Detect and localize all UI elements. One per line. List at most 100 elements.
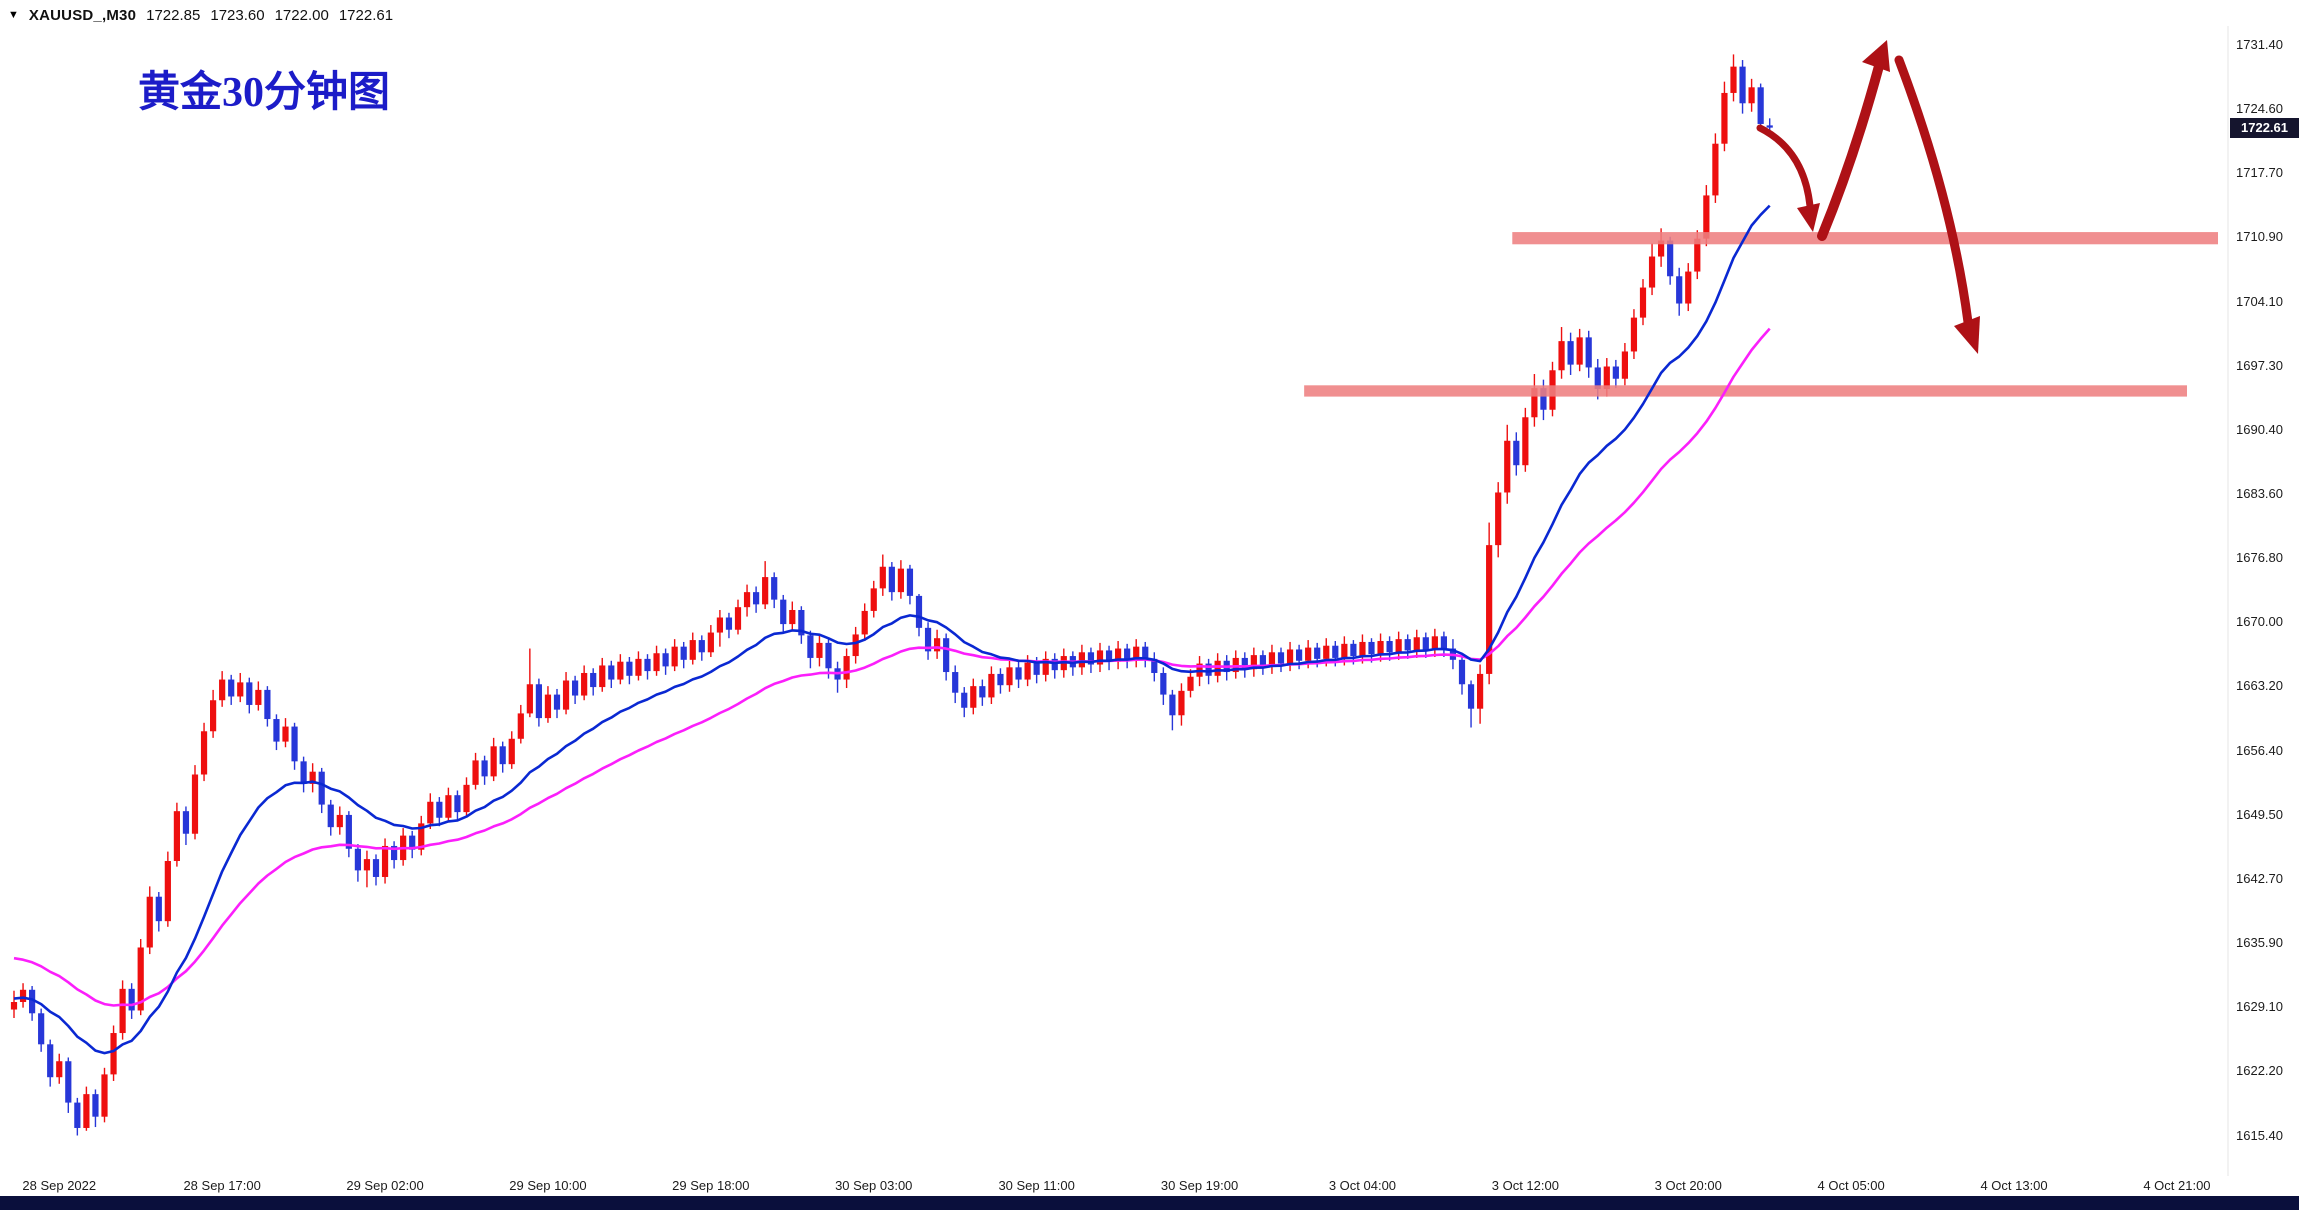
bear-candle	[300, 761, 307, 784]
quote-open: 1722.85	[146, 6, 201, 24]
bear-candle	[155, 896, 162, 922]
bull-candle	[544, 694, 552, 719]
bear-candle	[1124, 648, 1131, 660]
bull-candle	[707, 632, 714, 653]
bear-candle	[74, 1102, 81, 1128]
bull-candle	[789, 609, 796, 625]
bull-candle	[1178, 690, 1185, 716]
time-axis-label: 30 Sep 19:00	[1160, 1178, 1239, 1193]
price-axis-label: 1656.40	[2236, 742, 2283, 758]
bull-candle	[1721, 92, 1728, 144]
bear-candle	[1422, 637, 1429, 650]
rally-arrow	[1817, 61, 1884, 241]
bear-candle	[943, 638, 950, 673]
time-axis-label: 4 Oct 13:00	[1980, 1178, 2048, 1193]
bull-candle	[1006, 667, 1013, 686]
bear-candle	[680, 646, 687, 660]
current-price-value: 1722.61	[2241, 120, 2288, 136]
bull-candle	[988, 673, 995, 698]
bull-candle	[463, 784, 470, 813]
bull-candle	[879, 566, 886, 589]
bear-candle	[753, 592, 760, 605]
bull-candle	[1495, 492, 1502, 546]
bear-candle	[1033, 662, 1040, 675]
bear-candle	[1458, 659, 1466, 685]
bear-candle	[1105, 650, 1113, 662]
bear-candle	[825, 642, 832, 669]
bear-candle	[780, 599, 787, 625]
ma-fast-line	[13, 204, 1771, 1055]
bull-candle	[164, 860, 171, 922]
bull-candle	[472, 760, 479, 785]
bull-candle	[562, 680, 570, 710]
bear-candle	[1205, 663, 1212, 676]
bull-candle	[1730, 66, 1737, 93]
bear-candle	[1513, 440, 1520, 466]
bear-candle	[888, 566, 895, 593]
bull-candle	[1522, 417, 1529, 466]
bear-candle	[228, 679, 235, 697]
bear-candle	[372, 859, 380, 877]
bull-candle	[110, 1033, 117, 1075]
bear-candle	[354, 848, 361, 871]
bull-candle	[1078, 652, 1085, 668]
bear-candle	[698, 640, 705, 653]
bull-candle	[173, 811, 180, 861]
bear-candle	[572, 680, 579, 696]
bear-candle	[590, 672, 597, 688]
bull-candle	[526, 684, 533, 714]
bear-candle	[1585, 337, 1592, 368]
bear-candle	[1467, 684, 1475, 709]
bull-candle	[309, 771, 316, 784]
bull-candle	[689, 640, 696, 660]
price-axis-label: 1690.40	[2236, 421, 2283, 437]
bull-candle	[1477, 673, 1484, 709]
bull-candle	[1305, 647, 1312, 661]
time-axis-label: 4 Oct 05:00	[1817, 1178, 1885, 1193]
bull-candle	[1395, 639, 1402, 653]
bear-candle	[454, 795, 461, 813]
bear-candle	[626, 661, 633, 676]
bull-candle	[1268, 652, 1276, 667]
time-axis-label: 3 Oct 20:00	[1654, 1178, 1722, 1193]
price-axis-label: 1704.10	[2236, 293, 2283, 309]
pullback-arrow-head	[1797, 203, 1820, 232]
bear-candle	[1277, 652, 1285, 664]
bear-candle	[952, 672, 959, 693]
bull-candle	[1359, 641, 1366, 657]
bull-candle	[1703, 195, 1710, 239]
bear-candle	[1404, 639, 1411, 651]
bear-candle	[961, 692, 968, 708]
bull-candle	[1558, 341, 1565, 371]
bull-candle	[363, 859, 371, 871]
price-axis-label: 1615.40	[2236, 1127, 2283, 1143]
bear-candle	[915, 595, 923, 628]
bear-candle	[1676, 276, 1683, 304]
bull-candle	[1639, 287, 1647, 318]
bull-candle	[191, 774, 199, 834]
bull-candle	[336, 814, 343, 828]
bull-candle	[743, 592, 751, 608]
time-axis-label: 3 Oct 04:00	[1328, 1178, 1397, 1193]
time-axis-label: 30 Sep 03:00	[835, 1178, 913, 1193]
drop-arrow-head	[1954, 316, 1980, 354]
bear-candle	[273, 719, 280, 742]
bull-candle	[19, 989, 27, 1003]
bear-candle	[1241, 657, 1248, 670]
price-axis-label: 1629.10	[2236, 999, 2283, 1015]
bull-candle	[843, 656, 850, 680]
symbol-dropdown-icon[interactable]: ▼	[8, 9, 19, 21]
bull-candle	[870, 588, 877, 611]
chart-title-annotation: 黄金30分钟图	[138, 70, 391, 116]
bull-candle	[255, 689, 262, 705]
bear-candle	[798, 609, 805, 636]
bull-candle	[1648, 256, 1656, 288]
bull-candle	[137, 947, 144, 1011]
quote-low: 1722.00	[274, 6, 329, 24]
price-axis-label: 1642.70	[2236, 870, 2283, 886]
bear-candle	[409, 835, 416, 850]
pullback-arrow	[1756, 124, 1814, 210]
bull-candle	[1603, 366, 1610, 390]
bull-candle	[381, 845, 389, 877]
